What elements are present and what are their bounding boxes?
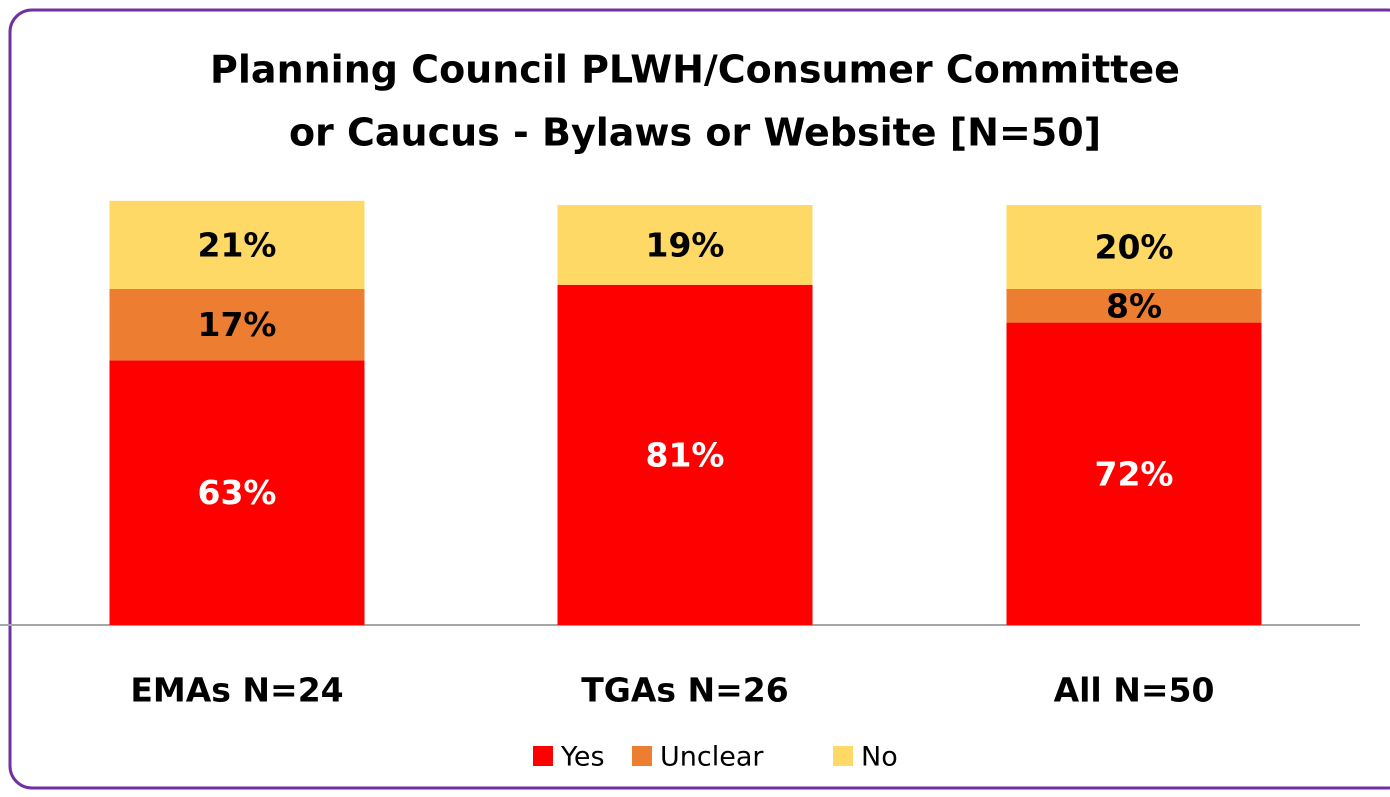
legend-label: No bbox=[861, 742, 898, 773]
data-label: 8% bbox=[1106, 286, 1162, 325]
x-tick-label: TGAs N=26 bbox=[581, 671, 788, 710]
data-label: 81% bbox=[646, 435, 725, 474]
legend-swatch bbox=[833, 746, 853, 766]
bar-segment bbox=[557, 205, 813, 285]
bar-segment bbox=[557, 284, 813, 625]
legend-label: Unclear bbox=[660, 742, 764, 773]
chart-title: or Caucus - Bylaws or Website [N=50] bbox=[289, 111, 1101, 155]
legend-label: Yes bbox=[560, 742, 605, 773]
data-label: 17% bbox=[198, 305, 277, 344]
data-label: 63% bbox=[198, 473, 277, 512]
bar-segment bbox=[1006, 205, 1262, 289]
chart-title: Planning Council PLWH/Consumer Committee bbox=[210, 48, 1180, 92]
bar-segment bbox=[1006, 289, 1262, 323]
data-label: 21% bbox=[198, 225, 277, 264]
legend-swatch bbox=[632, 746, 652, 766]
bar-segment bbox=[109, 200, 365, 289]
legend-swatch bbox=[533, 746, 553, 766]
bar-segment bbox=[109, 360, 365, 625]
x-tick-label: EMAs N=24 bbox=[130, 671, 343, 710]
x-tick-label: All N=50 bbox=[1054, 671, 1215, 710]
data-label: 72% bbox=[1095, 454, 1174, 493]
bar-segment bbox=[109, 289, 365, 361]
data-label: 20% bbox=[1095, 228, 1174, 267]
data-label: 19% bbox=[646, 225, 725, 264]
bar-segment bbox=[1006, 322, 1262, 625]
